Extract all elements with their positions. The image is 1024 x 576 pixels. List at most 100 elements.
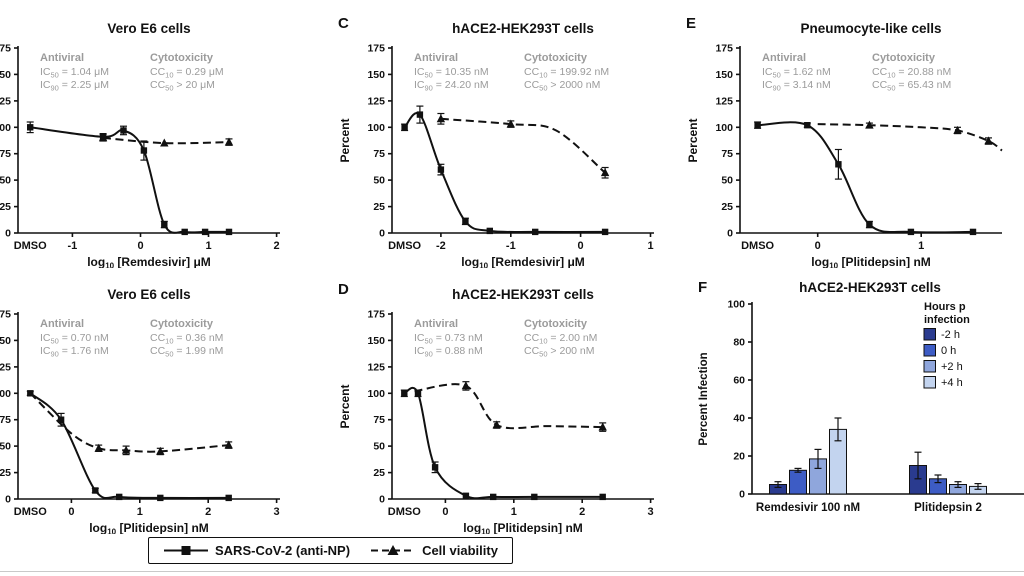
square-marker-icon [754,122,761,129]
annotation-line: IC90 = 3.14 nM [762,79,831,93]
x-tick-label: 0 [68,506,74,518]
y-tick-label: 150 [367,69,385,81]
dmso-label: DMSO [14,506,47,518]
y-tick-label: 100 [367,388,385,400]
x-tick-label: -1 [68,240,78,252]
y-tick-label: 125 [367,361,385,373]
series-cell-viability [414,381,607,432]
x-axis-title: log10 [Plitidepsin] nM [89,521,209,534]
y-tick-label: 150 [0,69,11,81]
triangle-marker-icon [506,119,515,128]
dmso-label: DMSO [14,240,47,252]
bar-legend-label: -2 h [941,329,960,341]
y-tick-label: 25 [0,201,11,213]
series-sars-cov-2-anti-np [400,386,606,501]
square-marker-icon [181,228,188,236]
panel-letter: E [686,15,696,32]
category-label: Plitidepsin 2 [914,502,982,514]
series-sars-cov-2-anti-np [401,105,609,236]
triangle-marker-icon [865,120,874,129]
y-tick-label: 20 [733,451,745,463]
y-tick-label: 25 [373,467,385,479]
annotation-line: CC50 > 2000 nM [524,79,600,93]
annotation-header: Antiviral [414,318,458,330]
error-bar [794,467,802,473]
y-tick-label: 175 [367,309,385,321]
square-marker-icon [907,228,915,236]
square-marker-icon [431,464,439,471]
square-marker-icon [92,487,99,494]
y-tick-label: 0 [379,228,385,240]
annotation-line: CC50 > 200 nM [524,345,595,359]
bar-legend-label: 0 h [941,345,956,357]
x-axis [740,232,1002,237]
y-tick-label: 150 [715,69,733,81]
annotation-line: IC50 = 1.04 μM [40,66,109,80]
y-tick-label: 125 [0,361,11,373]
square-marker-icon [116,493,123,501]
panel-letter: D [338,281,349,298]
annotation-line: CC10 = 199.92 nM [524,66,609,80]
page-bottom-divider [0,571,1024,572]
square-marker-icon [462,492,470,499]
dose-response-chart: Vero E6 cells0255075100125150175Percent0… [0,287,280,537]
dose-response-chart: Vero E6 cells0255075100125150175Percent-… [0,21,280,271]
panel-letter: C [338,15,349,32]
triangle-marker-icon [94,443,103,452]
square-marker-icon [599,493,606,501]
y-axis [388,46,393,234]
error-bar [914,451,922,480]
y-tick-label: 60 [733,375,745,387]
x-tick-label: -2 [436,240,446,252]
y-axis [14,46,19,234]
bar-legend-title: Hours p [924,301,966,313]
annotation-line: IC50 = 10.35 nM [414,66,489,80]
x-tick-label: 1 [205,240,211,252]
annotation-line: IC50 = 1.62 nM [762,66,831,80]
triangle-marker-icon [160,138,169,147]
error-bar [934,474,942,484]
square-marker-icon [414,390,422,397]
y-tick-label: 75 [0,414,11,426]
x-axis [18,498,280,503]
chart-title: Vero E6 cells [107,21,190,36]
annotation-line: CC50 > 20 μM [150,79,215,93]
square-marker-icon [120,127,127,134]
dmso-label: DMSO [741,240,774,252]
annotation-line: IC90 = 2.25 μM [40,79,109,93]
series-cell-viability [98,133,234,147]
x-tick-label: -1 [506,240,516,252]
error-bar [834,417,842,442]
series-cell-viability [29,392,233,456]
annotation-line: IC50 = 0.70 nM [40,332,109,346]
legend-label-sars: SARS-CoV-2 (anti-NP) [215,543,351,558]
solid-line-square-marker-icon [164,546,208,555]
error-bar [774,481,782,488]
y-axis-title: Percent [338,118,352,162]
y-tick-label: 80 [733,337,745,349]
square-marker-icon [161,221,168,228]
x-tick-label: 2 [274,240,280,252]
annotation-header: Cytotoxicity [150,318,214,330]
square-marker-icon [462,218,469,225]
annotation-line: IC90 = 24.20 nM [414,79,489,93]
chart-title: Pneumocyte-like cells [800,21,941,36]
dmso-label: DMSO [388,506,421,518]
y-tick-label: 75 [0,148,11,160]
y-tick-label: 0 [5,494,11,506]
square-marker-icon [532,228,539,236]
square-marker-icon [225,228,233,236]
y-tick-label: 25 [0,467,11,479]
annotation-header: Cytotoxicity [524,52,588,64]
chart-title: hACE2-HEK293T cells [452,287,594,302]
y-tick-label: 125 [367,95,385,107]
panel-letter: F [698,279,707,296]
x-axis [18,232,280,237]
annotation-line: CC10 = 2.00 nM [524,332,597,346]
y-tick-label: 175 [0,43,11,55]
y-tick-label: 50 [373,175,385,187]
category-label: Remdesivir 100 nM [756,502,860,514]
